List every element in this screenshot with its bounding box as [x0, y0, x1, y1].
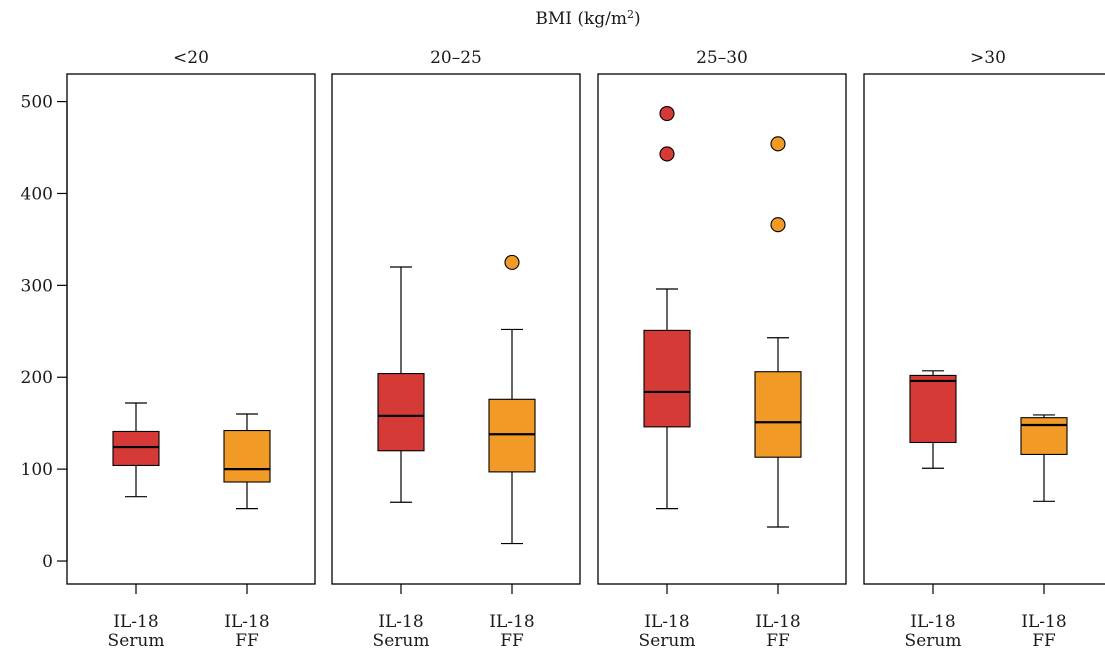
outlier-point [770, 217, 786, 233]
iqr-box [643, 329, 691, 428]
iqr-box [112, 430, 160, 467]
panel-frame [331, 73, 581, 585]
outlier-point [659, 146, 675, 162]
outlier-point [659, 105, 675, 122]
y-tick-label: 100 [21, 460, 53, 480]
panel-label: <20 [173, 48, 209, 68]
x-tick-label-line2: Serum [905, 631, 962, 651]
iqr-box [1020, 417, 1068, 455]
iqr-box [223, 429, 271, 483]
panel-label: 20–25 [430, 48, 482, 68]
x-tick-label-line2: FF [235, 631, 259, 651]
x-tick-label-line2: FF [766, 631, 790, 651]
iqr-box [754, 371, 802, 458]
iqr-box [909, 374, 957, 444]
outlier-point [504, 254, 520, 270]
panel-label: 25–30 [696, 48, 748, 68]
x-tick-label-line1: IL-18 [489, 612, 534, 632]
y-tick-label: 500 [21, 93, 53, 113]
y-tick-label: 200 [21, 368, 53, 388]
x-tick-label-line1: IL-18 [910, 612, 955, 632]
x-tick-label-line1: IL-18 [378, 612, 423, 632]
iqr-box [377, 373, 425, 452]
x-tick-label-line2: Serum [108, 631, 165, 651]
x-tick-label-line1: IL-18 [1021, 612, 1066, 632]
outlier-point [770, 136, 786, 152]
y-axis: 0 100 200 300 400 500 [21, 93, 68, 572]
chart-title-text: BMI (kg/m [535, 9, 627, 29]
panel-label: >30 [970, 48, 1006, 68]
x-tick-label-line2: Serum [373, 631, 430, 651]
x-tick-label-line1: IL-18 [113, 612, 158, 632]
x-tick-label-line2: FF [1032, 631, 1056, 651]
x-tick-label-line2: FF [500, 631, 524, 651]
x-tick-label-line1: IL-18 [644, 612, 689, 632]
y-tick-label: 400 [21, 184, 53, 204]
x-tick-label-line1: IL-18 [224, 612, 269, 632]
chart-title-close: ) [634, 9, 641, 29]
x-tick-label-line1: IL-18 [755, 612, 800, 632]
y-tick-label: 300 [21, 276, 53, 296]
panel-frame [66, 73, 316, 585]
panel-frame [863, 73, 1105, 585]
y-tick-label: 0 [42, 552, 53, 572]
panel-frame [597, 73, 847, 585]
chart-title-superscript: 2 [627, 8, 634, 21]
iqr-box [488, 398, 536, 473]
panels: <20IL-18SerumIL-18FF20–25IL-18SerumIL-18… [66, 48, 1105, 651]
chart-title: BMI (kg/m2) [535, 8, 640, 29]
x-tick-label-line2: Serum [639, 631, 696, 651]
